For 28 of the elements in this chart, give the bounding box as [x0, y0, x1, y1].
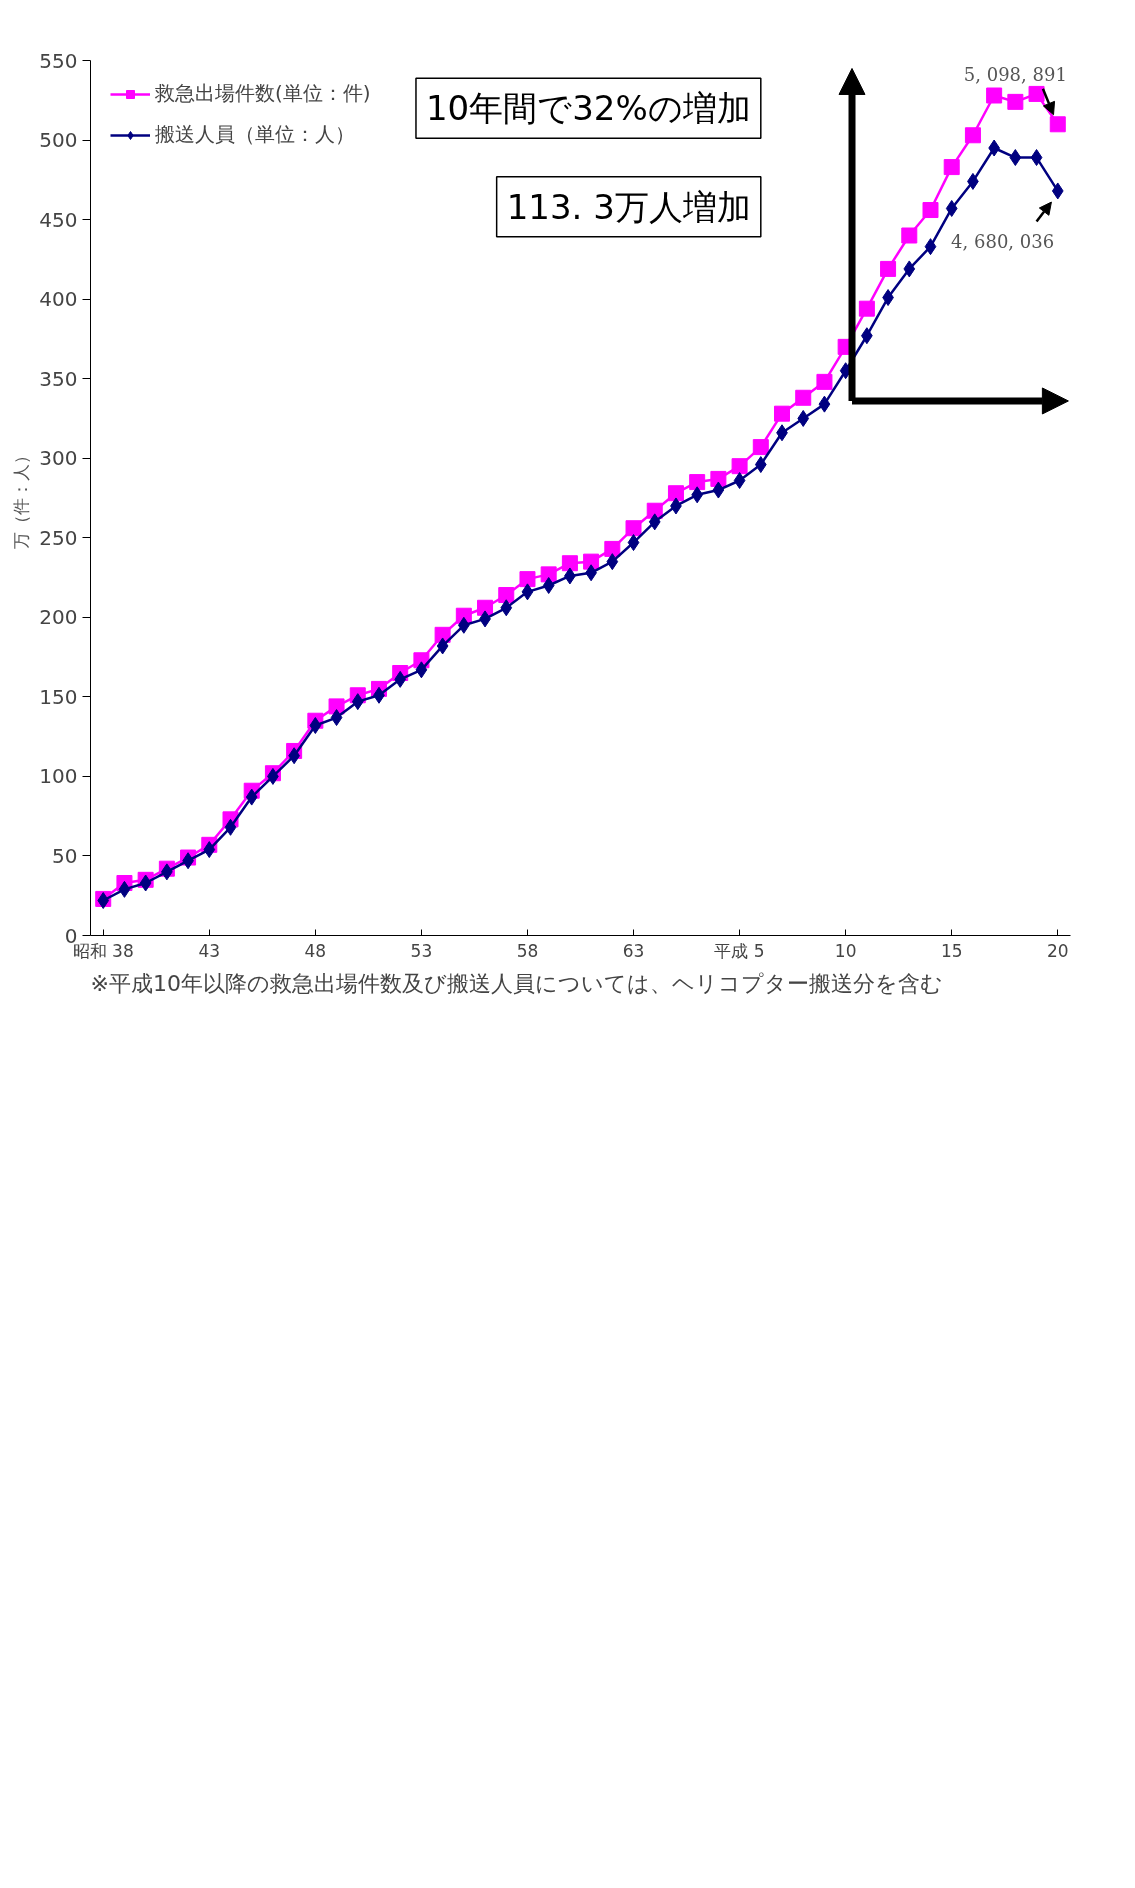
y-tick-label: 450 — [39, 207, 78, 232]
x-tick-label: 20 — [1046, 940, 1069, 961]
annotation: 113. 3万人増加 — [506, 186, 751, 227]
x-tick-label: 10 — [834, 940, 857, 961]
y-tick-label: 200 — [39, 605, 78, 630]
y-tick-label: 50 — [52, 843, 78, 868]
y-tick-label: 400 — [39, 287, 78, 312]
x-tick-label: 平成 5 — [714, 940, 765, 961]
legend-label: 搬送人員（単位：人） — [155, 121, 355, 148]
x-tick-label: 63 — [622, 940, 645, 961]
x-tick-label: 15 — [940, 940, 963, 961]
x-tick-label: 58 — [516, 940, 539, 961]
annotation: 10年間で32%の増加 — [425, 88, 751, 129]
x-tick-label: 48 — [304, 940, 327, 961]
text: ※平成10年以降の救急出場件数及び搬送人員については、ヘリコプター搬送分を含む — [90, 970, 943, 996]
annotation: 4, 680, 036 — [951, 231, 1055, 253]
legend-label: 救急出場件数(単位：件) — [155, 80, 371, 107]
x-tick-label: 53 — [410, 940, 433, 961]
annotation: 5, 098, 891 — [963, 64, 1067, 86]
x-tick-label: 43 — [198, 940, 221, 961]
y-tick-label: 350 — [39, 366, 78, 391]
y-tick-label: 150 — [39, 684, 78, 709]
y-axis-title: 万（件：人） — [11, 447, 32, 549]
y-tick-label: 250 — [39, 525, 78, 550]
y-tick-label: 550 — [39, 48, 78, 73]
y-tick-label: 300 — [39, 446, 78, 471]
y-tick-label: 100 — [39, 764, 78, 789]
y-tick-label: 500 — [39, 128, 78, 153]
